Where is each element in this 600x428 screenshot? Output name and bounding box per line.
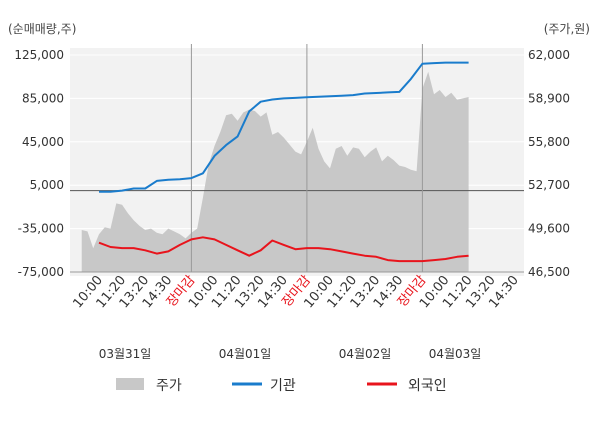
series-lines [98,61,469,263]
price-area [81,71,469,272]
left-axis-unit: (순매매량,주) [8,22,76,36]
axis-lines [70,44,524,273]
right-tick-label: 58,900 [528,91,570,105]
right-axis-unit: (주가,원) [544,22,590,36]
left-tick-label: 85,000 [22,91,64,105]
right-tick-label: 55,800 [528,135,570,149]
right-ticks: 62,000 58,900 55,800 52,700 49,600 46,500 [528,48,570,279]
right-tick-label: 52,700 [528,178,570,192]
date-label: 03월31일 [99,347,152,361]
right-tick-label: 62,000 [528,48,570,62]
left-tick-label: -35,000 [18,222,64,236]
legend-institution-label: 기관 [270,378,296,394]
x-ticks: 10:0011:2013:2014:30장마감10:0011:2013:2014… [70,273,521,311]
right-tick-label: 49,600 [528,222,570,236]
legend-price-swatch [116,378,144,390]
right-tick-label: 46,500 [528,265,570,279]
date-labels: 03월31일 04월01일 04월02일 04월03일 [99,347,482,361]
left-tick-label: -75,000 [18,265,64,279]
left-tick-label: 5,000 [30,178,64,192]
legend-foreign-label: 외국인 [408,378,447,394]
date-label: 04월02일 [339,347,392,361]
date-label: 04월03일 [429,347,482,361]
left-tick-label: 125,000 [14,48,64,62]
foreign-line [98,236,469,263]
legend: 주가 기관 외국인 [116,378,447,394]
date-label: 04월01일 [219,347,272,361]
left-tick-label: 45,000 [22,135,64,149]
institution-line [99,61,469,193]
legend-price-label: 주가 [156,378,182,394]
left-ticks: 125,000 85,000 45,000 5,000 -35,000 -75,000 [14,48,64,279]
price-area-shape [81,71,469,272]
